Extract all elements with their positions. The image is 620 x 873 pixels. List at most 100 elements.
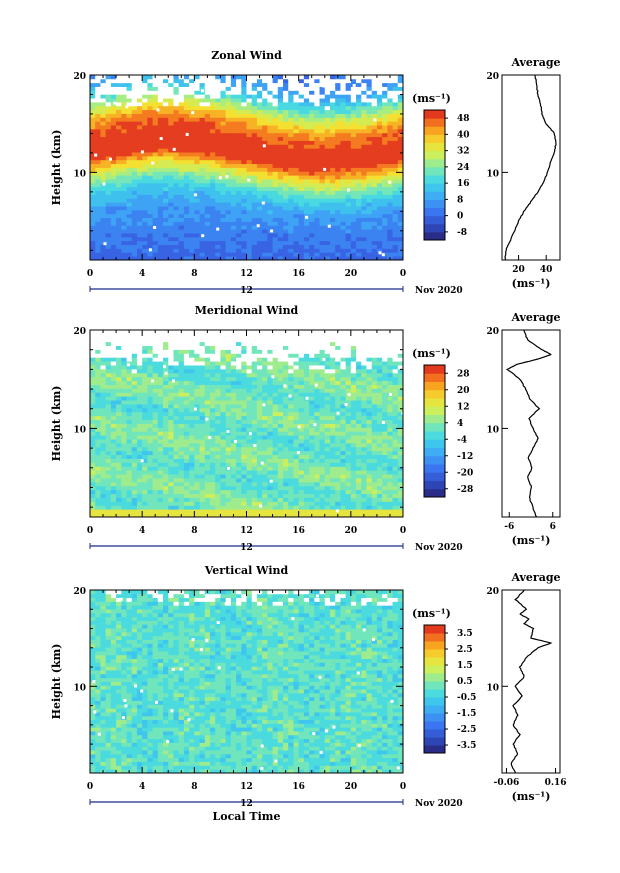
profile-y-tick-label: 20 — [486, 72, 499, 82]
x-axis-label: Local Time — [213, 810, 281, 823]
colorbar-swatch — [424, 158, 445, 168]
colorbar-swatch — [424, 649, 445, 658]
colorbar-swatch — [424, 641, 445, 650]
colorbar-swatch — [424, 422, 445, 432]
colorbar-swatch — [424, 381, 445, 391]
profile-frame — [501, 329, 561, 518]
profile-plot: Average 20 10 -6 6 (ms⁻¹) — [486, 311, 560, 547]
colorbar-swatch — [424, 455, 445, 465]
colorbar-swatch — [424, 134, 445, 144]
colorbar-tick-label: -0.5 — [457, 693, 476, 703]
colorbar-tick-label: -2.5 — [457, 725, 476, 735]
colorbar-tick-label: 3.5 — [457, 629, 473, 639]
colorbar-swatch — [424, 142, 445, 152]
colorbar-tick-label: 8 — [457, 195, 463, 205]
colorbar-unit-label: (ms⁻¹) — [412, 92, 451, 105]
colorbar-swatch — [424, 126, 445, 135]
profile-line — [504, 75, 557, 261]
date-marker: 12 — [240, 543, 253, 553]
colorbar-swatch — [424, 665, 445, 674]
date-label: Nov 2020 — [415, 543, 463, 553]
profile-y-tick-label: 10 — [486, 683, 499, 693]
colorbar-tick-label: -3.5 — [457, 741, 476, 751]
profile-x-label: (ms⁻¹) — [512, 277, 551, 290]
colorbar-frame — [423, 364, 446, 498]
colorbar-swatch — [424, 110, 445, 119]
colorbar-tick-label: 16 — [457, 179, 470, 189]
colorbar-swatch — [424, 431, 445, 440]
date-label: Nov 2020 — [415, 799, 463, 809]
colorbar-tick-label: 40 — [457, 130, 470, 140]
colorbar-swatch — [424, 389, 445, 399]
x-tick-label: 16 — [292, 526, 305, 536]
x-tick-label: 0 — [400, 526, 406, 536]
colorbar-swatch — [424, 414, 445, 424]
colorbar-tick-label: 4 — [457, 419, 463, 429]
colorbar-swatch — [424, 231, 445, 241]
y-tick-label: 20 — [73, 327, 86, 337]
x-tick-label: 16 — [292, 269, 305, 279]
x-tick-label: 20 — [345, 526, 358, 536]
y-tick-label: 10 — [73, 683, 86, 693]
x-tick-label: 8 — [191, 269, 197, 279]
date-label: Nov 2020 — [415, 286, 463, 296]
heatmap-field — [90, 590, 406, 776]
x-tick-label: 16 — [292, 782, 305, 792]
x-tick-label: 4 — [139, 526, 145, 536]
x-tick-label: 4 — [139, 269, 145, 279]
colorbar-swatch — [424, 480, 445, 490]
colorbar-tick-label: -8 — [457, 228, 467, 238]
x-tick-label: 4 — [139, 782, 145, 792]
profile-y-tick-label: 20 — [486, 587, 499, 597]
profile-plot: Average 20 10 20 40 (ms⁻¹) — [486, 56, 560, 290]
panel-title: Meridional Wind — [195, 304, 299, 317]
x-tick-label: 12 — [240, 526, 253, 536]
profile-y-tick-label: 10 — [486, 169, 499, 179]
colorbar-swatch — [424, 681, 445, 690]
profile-x-tick-label: -6 — [504, 522, 514, 532]
panel-meridional: Meridional Wind 0 4 8 12 16 20 0 12 Nov 2020 20 10 H… — [50, 304, 561, 553]
heatmap-field — [90, 330, 406, 518]
x-tick-label: 0 — [87, 526, 93, 536]
colorbar-swatch — [424, 191, 445, 200]
colorbar-swatch — [424, 737, 445, 746]
y-axis-label: Height (km) — [50, 644, 63, 720]
y-tick-label: 20 — [73, 587, 86, 597]
colorbar-tick-label: 12 — [457, 402, 470, 412]
profile-x-tick-label: 40 — [540, 265, 553, 275]
y-axis-label: Height (km) — [50, 386, 63, 462]
colorbar-swatch — [424, 472, 445, 481]
colorbar-swatch — [424, 729, 445, 738]
colorbar-tick-label: 0 — [457, 212, 463, 222]
panel-title: Vertical Wind — [204, 564, 289, 577]
colorbar-swatch — [424, 365, 445, 374]
colorbar-swatch — [424, 215, 445, 225]
colorbar-tick-label: 24 — [457, 163, 470, 173]
colorbar-swatch — [424, 406, 445, 415]
colorbar-swatch — [424, 464, 445, 473]
profile-x-tick-label: 0.16 — [545, 778, 567, 788]
profile-title: Average — [510, 311, 560, 324]
colorbar-swatch — [424, 150, 445, 160]
colorbar-tick-label: 2.5 — [457, 645, 473, 655]
profile-title: Average — [510, 571, 560, 584]
colorbar-swatch — [424, 488, 445, 498]
colorbar-unit-label: (ms⁻¹) — [412, 347, 451, 360]
colorbar-swatch — [424, 373, 445, 382]
profile-x-tick-label: 20 — [512, 265, 525, 275]
profile-line — [505, 329, 552, 518]
colorbar-swatch — [424, 689, 445, 698]
colorbar-swatch — [424, 118, 445, 127]
colorbar-tick-label: -1.5 — [457, 709, 476, 719]
y-axis-label: Height (km) — [50, 130, 63, 206]
x-tick-label: 0 — [400, 782, 406, 792]
x-tick-label: 12 — [240, 782, 253, 792]
date-marker: 12 — [240, 799, 253, 809]
colorbar-tick-label: -4 — [457, 435, 467, 445]
panel-title: Zonal Wind — [211, 49, 282, 62]
colorbar-swatch — [424, 398, 445, 407]
profile-x-tick-label: -0.06 — [494, 778, 520, 788]
colorbar-frame — [423, 624, 446, 754]
